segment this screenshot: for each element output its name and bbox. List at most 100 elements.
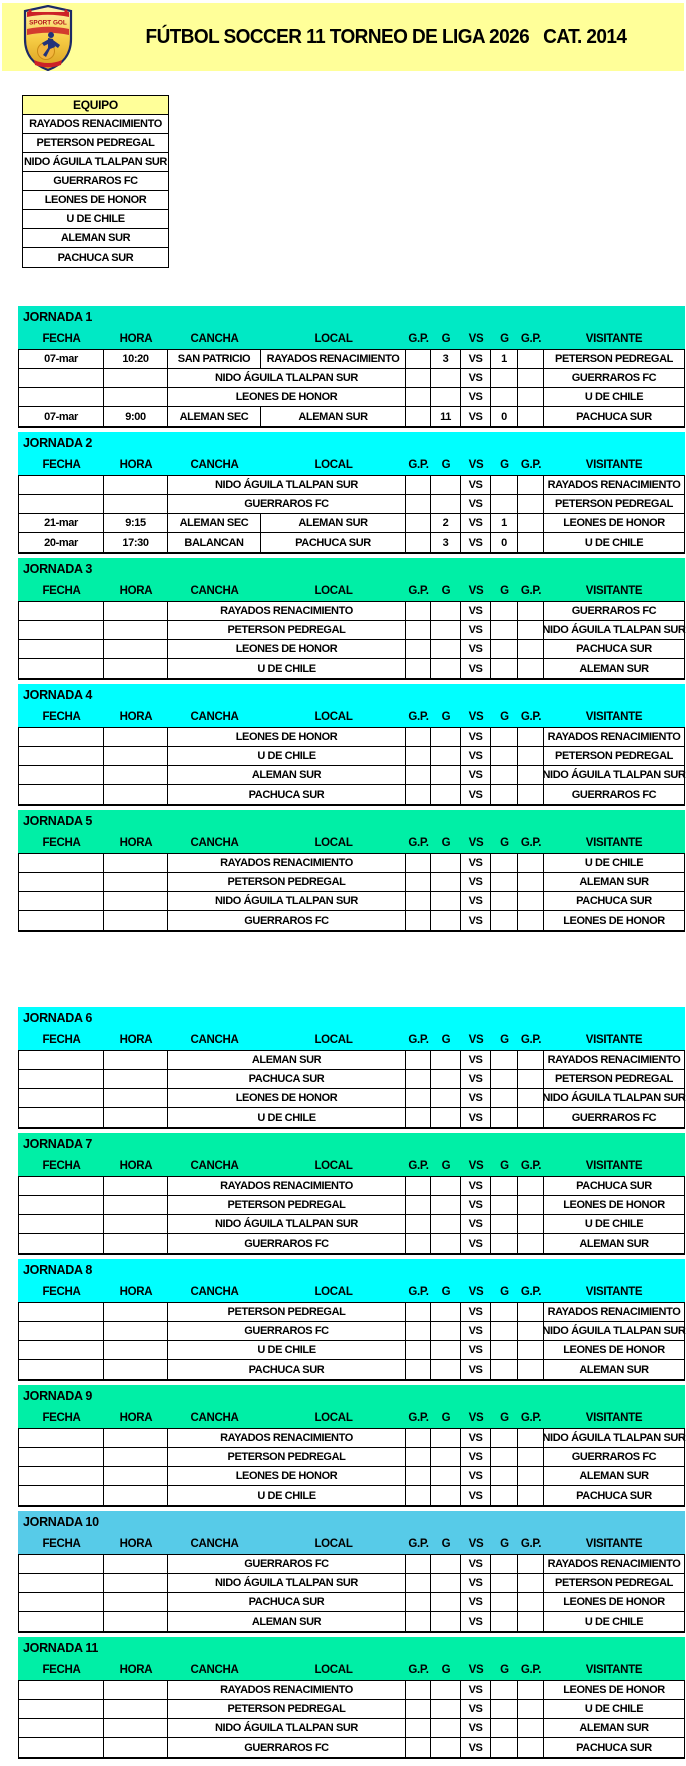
- match-row[interactable]: PACHUCA SUR VS GUERRAROS FC: [19, 785, 684, 804]
- cell-gp-local[interactable]: [406, 602, 431, 621]
- cell-goles-local[interactable]: [431, 1486, 461, 1505]
- cell-gp-local[interactable]: [406, 1070, 431, 1089]
- cell-hora[interactable]: [104, 1681, 168, 1700]
- cell-local[interactable]: PACHUCA SUR: [168, 1593, 406, 1612]
- cell-goles-visitante[interactable]: [491, 640, 518, 659]
- cell-gp-local[interactable]: [406, 1700, 431, 1719]
- cell-goles-local[interactable]: 3: [431, 350, 461, 369]
- cell-goles-visitante[interactable]: [491, 1593, 518, 1612]
- cell-local[interactable]: PACHUCA SUR: [261, 533, 406, 552]
- cell-gp-visitante[interactable]: [518, 1593, 544, 1612]
- cell-gp-visitante[interactable]: [518, 747, 544, 766]
- cell-fecha[interactable]: [19, 1322, 104, 1341]
- match-row[interactable]: 07-mar 9:00 ALEMAN SEC ALEMAN SUR 11 VS 0 PACHU…: [19, 407, 684, 426]
- cell-goles-visitante[interactable]: [491, 1448, 518, 1467]
- match-row[interactable]: U DE CHILE VS GUERRAROS FC: [19, 1108, 684, 1127]
- equipo-team-row[interactable]: RAYADOS RENACIMIENTO: [23, 115, 168, 134]
- cell-goles-local[interactable]: [431, 1612, 461, 1631]
- cell-goles-visitante[interactable]: [491, 1555, 518, 1574]
- cell-fecha[interactable]: [19, 1070, 104, 1089]
- match-row[interactable]: GUERRAROS FC VS LEONES DE HONOR: [19, 911, 684, 930]
- match-row[interactable]: NIDO ÁGUILA TLALPAN SUR VS U DE CHILE: [19, 1215, 684, 1234]
- cell-hora[interactable]: [104, 1089, 168, 1108]
- cell-visitante[interactable]: RAYADOS RENACIMIENTO: [544, 1555, 684, 1574]
- cell-local[interactable]: PETERSON PEDREGAL: [168, 1448, 406, 1467]
- cell-goles-local[interactable]: [431, 1322, 461, 1341]
- match-row[interactable]: U DE CHILE VS LEONES DE HONOR: [19, 1341, 684, 1360]
- cell-gp-visitante[interactable]: [518, 407, 544, 426]
- cell-visitante[interactable]: RAYADOS RENACIMIENTO: [544, 1303, 684, 1322]
- cell-hora[interactable]: [104, 1360, 168, 1379]
- cell-goles-visitante[interactable]: [491, 659, 518, 678]
- equipo-team-row[interactable]: PETERSON PEDREGAL: [23, 134, 168, 153]
- cell-hora[interactable]: [104, 1574, 168, 1593]
- cell-hora[interactable]: [104, 892, 168, 911]
- cell-visitante[interactable]: ALEMAN SUR: [544, 1467, 684, 1486]
- cell-gp-visitante[interactable]: [518, 1322, 544, 1341]
- cell-goles-visitante[interactable]: 1: [491, 514, 518, 533]
- cell-goles-local[interactable]: [431, 1196, 461, 1215]
- cell-local[interactable]: PETERSON PEDREGAL: [168, 1700, 406, 1719]
- match-row[interactable]: 21-mar 9:15 ALEMAN SEC ALEMAN SUR 2 VS 1 LEONES…: [19, 514, 684, 533]
- cell-gp-visitante[interactable]: [518, 873, 544, 892]
- cell-visitante[interactable]: PACHUCA SUR: [576, 1489, 652, 1502]
- cell-gp-local[interactable]: [406, 1429, 431, 1448]
- cell-hora[interactable]: [104, 1467, 168, 1486]
- cell-local[interactable]: GUERRAROS FC: [168, 1322, 406, 1341]
- cell-local[interactable]: U DE CHILE: [168, 747, 406, 766]
- cell-goles-local[interactable]: [431, 1215, 461, 1234]
- cell-fecha[interactable]: [19, 766, 104, 785]
- cell-local[interactable]: U DE CHILE: [168, 1108, 406, 1127]
- cell-hora[interactable]: [104, 1108, 168, 1127]
- match-row[interactable]: LEONES DE HONOR VS PACHUCA SUR: [19, 640, 684, 659]
- cell-visitante[interactable]: GUERRAROS FC: [544, 369, 684, 388]
- cell-goles-visitante[interactable]: [491, 1215, 518, 1234]
- cell-goles-local[interactable]: 11: [431, 407, 461, 426]
- cell-gp-visitante[interactable]: [518, 1719, 544, 1738]
- cell-local[interactable]: NIDO ÁGUILA TLALPAN SUR: [168, 1719, 406, 1738]
- match-row[interactable]: U DE CHILE VS ALEMAN SUR: [19, 659, 684, 678]
- match-row[interactable]: ALEMAN SUR VS RAYADOS RENACIMIENTO: [19, 1051, 684, 1070]
- cell-local[interactable]: RAYADOS RENACIMIENTO: [168, 1177, 406, 1196]
- cell-fecha[interactable]: [19, 1360, 104, 1379]
- cell-goles-visitante[interactable]: [491, 476, 518, 495]
- cell-local[interactable]: PETERSON PEDREGAL: [168, 1196, 406, 1215]
- cell-goles-visitante[interactable]: [491, 1574, 518, 1593]
- cell-visitante[interactable]: U DE CHILE: [544, 1215, 684, 1234]
- cell-goles-visitante[interactable]: [491, 1612, 518, 1631]
- cell-goles-visitante[interactable]: [491, 1738, 518, 1757]
- match-row[interactable]: PACHUCA SUR VS ALEMAN SUR: [19, 1360, 684, 1379]
- match-row[interactable]: LEONES DE HONOR VS ALEMAN SUR: [19, 1467, 684, 1486]
- cell-gp-visitante[interactable]: [518, 854, 544, 873]
- cell-gp-local[interactable]: [406, 640, 431, 659]
- cell-hora[interactable]: [104, 1051, 168, 1070]
- cell-local[interactable]: ALEMAN SUR: [261, 407, 406, 426]
- cell-gp-local[interactable]: [406, 892, 431, 911]
- cell-goles-local[interactable]: [431, 892, 461, 911]
- cell-visitante[interactable]: PACHUCA SUR: [544, 892, 684, 911]
- cell-gp-visitante[interactable]: [518, 369, 544, 388]
- cell-visitante[interactable]: ALEMAN SUR: [579, 662, 649, 675]
- cell-goles-visitante[interactable]: [491, 854, 518, 873]
- cell-hora[interactable]: [104, 1738, 168, 1757]
- cell-goles-local[interactable]: [431, 1593, 461, 1612]
- cell-gp-local[interactable]: [406, 1108, 431, 1127]
- cell-hora[interactable]: [104, 1448, 168, 1467]
- cell-goles-visitante[interactable]: [491, 369, 518, 388]
- cell-fecha[interactable]: [19, 602, 104, 621]
- cell-local[interactable]: LEONES DE HONOR: [168, 1467, 406, 1486]
- cell-hora[interactable]: [104, 602, 168, 621]
- equipo-team-row[interactable]: U DE CHILE: [23, 210, 168, 229]
- cell-goles-local[interactable]: [431, 1700, 461, 1719]
- cell-gp-visitante[interactable]: [518, 1681, 544, 1700]
- cell-visitante[interactable]: RAYADOS RENACIMIENTO: [544, 476, 684, 495]
- match-row[interactable]: PACHUCA SUR VS PETERSON PEDREGAL: [19, 1070, 684, 1089]
- cell-gp-local[interactable]: [406, 854, 431, 873]
- match-row[interactable]: LEONES DE HONOR VS NIDO ÁGUILA TLALPAN SUR: [19, 1089, 686, 1108]
- match-row[interactable]: GUERRAROS FC VS PETERSON PEDREGAL: [19, 495, 684, 514]
- cell-goles-visitante[interactable]: [491, 873, 518, 892]
- cell-gp-visitante[interactable]: [518, 640, 544, 659]
- cell-goles-local[interactable]: [431, 1089, 461, 1108]
- match-row[interactable]: LEONES DE HONOR VS RAYADOS RENACIMIENTO: [19, 728, 684, 747]
- cell-fecha[interactable]: [19, 1467, 104, 1486]
